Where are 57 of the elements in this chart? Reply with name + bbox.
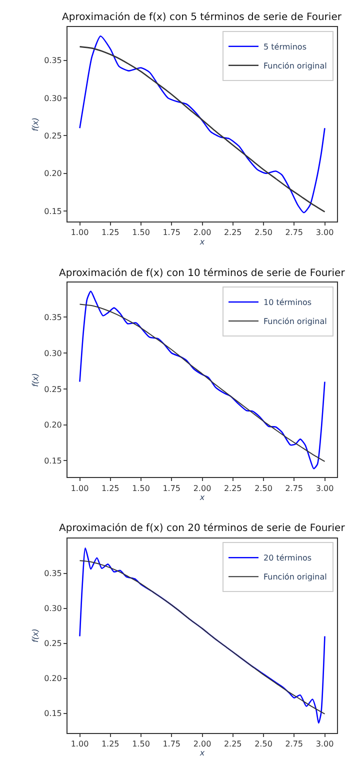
x-tick-label: 2.25 — [224, 484, 242, 493]
x-tick-label: 3.00 — [316, 739, 334, 748]
y-tick-label: 0.15 — [44, 709, 62, 718]
x-tick-label: 2.00 — [193, 228, 212, 238]
legend-label: Función original — [264, 62, 327, 71]
legend-label: Función original — [264, 572, 327, 582]
chart-title: Aproximación de f(x) con 20 términos de serie de Fourier — [59, 523, 346, 534]
y-axis-title: f(x) — [30, 373, 40, 387]
x-tick-label: 1.00 — [70, 739, 89, 748]
x-tick-label: 2.00 — [193, 484, 212, 493]
y-tick-label: 0.30 — [44, 604, 62, 614]
legend-label: 5 términos — [264, 42, 306, 52]
x-tick-label: 2.75 — [285, 228, 304, 238]
y-axis-title: f(x) — [30, 117, 40, 132]
x-axis-title: x — [198, 492, 205, 502]
y-tick-label: 0.25 — [44, 639, 62, 648]
chart-title: Aproximación de f(x) con 5 términos de serie de Fourier — [62, 12, 342, 23]
x-tick-label: 1.00 — [70, 228, 89, 238]
legend-label: 10 términos — [264, 298, 312, 308]
x-tick-label: 2.00 — [193, 739, 212, 748]
x-tick-label: 1.50 — [132, 484, 150, 493]
x-tick-label: 1.25 — [101, 739, 120, 748]
y-tick-label: 0.35 — [44, 312, 62, 322]
y-tick-label: 0.15 — [44, 206, 62, 216]
x-tick-label: 2.25 — [224, 228, 242, 238]
x-tick-label: 3.00 — [316, 484, 334, 493]
legend-label: Función original — [264, 317, 327, 326]
x-tick-label: 1.75 — [162, 484, 181, 493]
y-tick-label: 0.20 — [44, 420, 62, 430]
y-tick-label: 0.20 — [44, 674, 62, 684]
x-axis-title: x — [198, 748, 205, 758]
x-tick-label: 2.50 — [254, 484, 272, 493]
x-tick-label: 1.50 — [132, 739, 150, 748]
y-tick-label: 0.20 — [44, 169, 62, 178]
y-tick-label: 0.15 — [44, 456, 62, 466]
x-axis-title: x — [198, 237, 205, 246]
y-tick-label: 0.35 — [44, 569, 62, 578]
chart-title: Aproximación de f(x) con 10 términos de serie de Fourier — [59, 268, 346, 279]
y-tick-label: 0.30 — [44, 348, 62, 358]
y-tick-label: 0.25 — [44, 384, 62, 394]
y-tick-label: 0.30 — [44, 94, 62, 103]
x-tick-label: 1.00 — [70, 484, 89, 493]
y-tick-label: 0.35 — [44, 56, 62, 66]
x-tick-label: 1.25 — [101, 484, 120, 493]
y-axis-title: f(x) — [30, 628, 40, 642]
x-tick-label: 1.25 — [101, 228, 120, 238]
x-tick-label: 3.00 — [316, 228, 334, 238]
x-tick-label: 2.25 — [224, 739, 242, 748]
x-tick-label: 2.75 — [285, 739, 304, 748]
y-tick-label: 0.25 — [44, 131, 62, 140]
x-tick-label: 1.75 — [162, 228, 181, 238]
legend-label: 20 términos — [264, 554, 312, 563]
x-tick-label: 2.50 — [254, 228, 272, 238]
x-tick-label: 2.50 — [254, 739, 272, 748]
x-tick-label: 1.50 — [132, 228, 150, 238]
x-tick-label: 2.75 — [285, 484, 304, 493]
x-tick-label: 1.75 — [162, 739, 181, 748]
